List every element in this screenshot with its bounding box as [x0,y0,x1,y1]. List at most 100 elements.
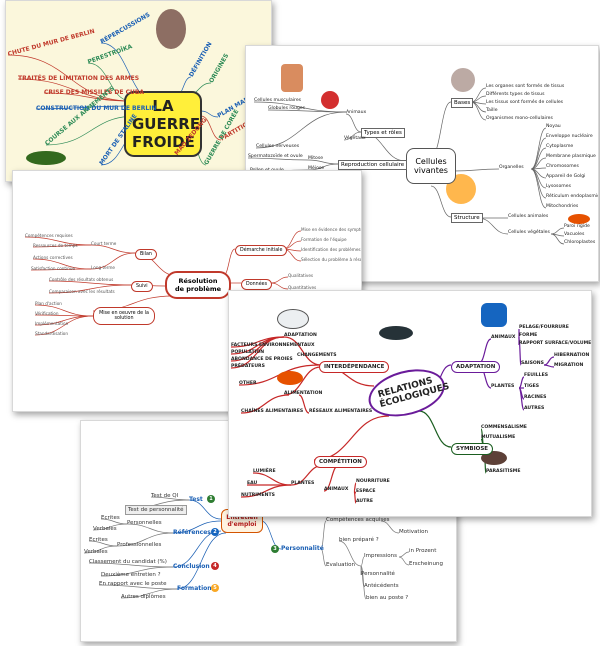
node-label: NOURRITURE [356,479,390,484]
bear-image [277,309,309,329]
node-label: PARASITISME [486,469,521,474]
link [230,336,285,369]
node-label: COMMENSALISME [481,425,527,430]
node-label: Ecrites [89,537,108,543]
node-label: Résolution de problème [165,271,231,299]
link [200,115,222,141]
branch-number: 2 [211,528,219,536]
node-label: FORME [519,333,538,338]
node-label: MIGRATION [554,363,584,368]
link [120,588,178,599]
node-label: LUMIÈRE [253,469,276,474]
link [430,185,452,218]
node-label: Standardisation [35,331,68,336]
ecology-map: RELATIONS ÉCOLOGIQUES INTERDÉPENDANCE ADAP… [228,290,592,517]
link [176,532,227,590]
link [298,394,310,414]
node-label: ANIMAUX [324,487,349,492]
node-label: AUTRES [524,406,545,411]
link [343,131,362,141]
node-label: Globules rouges [268,106,306,111]
node-label: Données [241,279,273,290]
links [24,230,302,336]
node-label: RÉSEAUX ALIMENTAIRES [309,409,373,414]
node-label: Test de QI [151,493,179,499]
link [83,545,118,554]
node-label: Méiose [308,166,325,171]
link [126,523,174,534]
link [283,366,322,396]
node-label: Cytoplasme [546,144,574,149]
node-label: PELAGE/FOURRURE [519,325,569,330]
node-label: CONSTRUCTION DU MUR DE BERLIN [36,105,157,112]
link [255,111,347,149]
node-label: Identification des problèmes principaux [301,247,361,252]
node-label: Erscheinung [409,561,443,567]
node-label: Vérification [35,311,59,316]
node-label: Comparaison avec les résultats [49,289,115,294]
node-label: Cellules nerveuses [256,144,300,149]
node-label: Bilan [135,249,157,260]
node-label: Ressources de temps [33,243,78,248]
node-label: Vacuoles [564,232,585,237]
node-label: En rapport avec le poste [99,581,167,587]
node-label: Compétences acquises [326,517,390,523]
node-label: ALIMENTATION [284,391,323,396]
node-label: Paroi rigide [564,224,590,229]
node-label: bien au poste ? [366,595,409,601]
link [30,268,92,271]
node-label: OTHER [239,381,257,386]
node-label: in Prozent [409,548,437,554]
node-label: POPULATION [231,350,265,355]
node-label: Formation [177,585,212,592]
node-label: Ecrites [101,515,120,521]
link [188,499,222,520]
node-label: Quantitatives [288,285,317,290]
link [172,520,222,534]
link [453,168,500,172]
link [48,280,132,286]
node-label: NUTRIMENTS [241,493,275,498]
node-label: PLANTES [291,481,315,486]
node-label: PRÉDATEURS [231,364,265,369]
link [240,394,290,414]
node-label: Références [173,529,211,536]
missile [26,151,66,165]
link [270,276,289,284]
node-label: FEUILLES [524,373,549,378]
node-label: SAISONS [521,361,544,366]
link [247,157,309,161]
link [338,540,362,567]
link [252,472,292,486]
node-label: Conclusion [173,563,210,570]
node-label: ADAPTATION [451,361,501,373]
node-label: Antécédents [364,583,399,589]
node-label: Structure [451,213,483,223]
link [353,490,357,504]
node-label: Animaux [346,110,367,115]
node-label: Qualitatives [288,273,314,278]
node-label: Noyau [546,124,561,129]
orca-image [379,326,413,340]
node-label: LA GUERRE FROIDE [124,91,202,157]
node-label: Bases [451,98,474,108]
link [43,92,132,102]
node-label: Personnalité [361,571,395,577]
node-label: Les organes sont formés de tissus [486,84,565,89]
node-label: ADAPTATION [284,333,317,338]
link [45,115,137,146]
node-label: Test [189,496,203,503]
node-label: Implémentation [35,321,69,326]
node-label: Différents types de tissus [486,92,545,97]
node-label: Appareil de Golgi [546,174,586,179]
node-label: Formation de l'équipe [301,237,347,242]
link [307,163,339,171]
link [90,252,136,270]
link [260,520,282,550]
link [116,532,174,547]
link [543,364,555,368]
node-label: Organelles [499,165,524,170]
link [34,315,94,336]
link [418,410,452,448]
node-label: Lysosomes [546,184,571,189]
